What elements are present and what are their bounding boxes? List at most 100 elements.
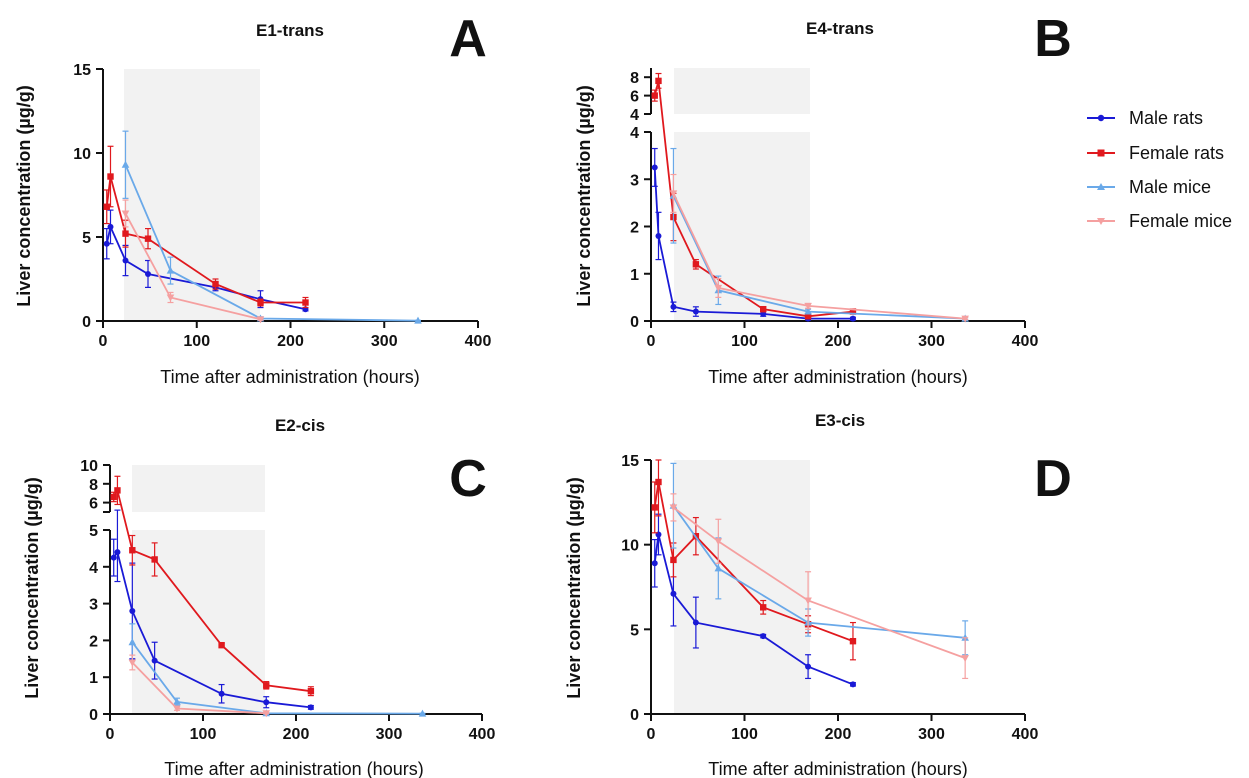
panel-c-female-rats-point-216: [307, 687, 315, 695]
panel-c-male-rats-point-8: [114, 549, 121, 556]
panel-b-y-tick-label-lower-1: 1: [630, 267, 639, 284]
panel-d-female-rats-point-8: [655, 478, 662, 486]
panel-d-x-tick-label-100: 100: [731, 726, 758, 743]
panel-c: E2-cis C Liver concentration (µg/g) Time…: [22, 416, 495, 778]
panel-a-x-tick-label-400: 400: [465, 333, 492, 350]
panel-d-x-tick-label-300: 300: [918, 726, 945, 743]
panel-c-female-mice-point-24: [128, 659, 137, 667]
panel-c-x-tick-label-200: 200: [283, 726, 310, 743]
panel-c-female-rats-series: [110, 475, 315, 697]
panel-a-x-tick-label-300: 300: [371, 333, 398, 350]
panel-d-title: E3-cis: [815, 411, 865, 430]
panel-c-female-rats-point-120: [218, 641, 225, 649]
panel-c-male-rats-point-168: [263, 699, 270, 706]
panel-c-male-mice-line: [131, 641, 423, 715]
panel-a-y-tick-label-5: 5: [82, 230, 91, 247]
panel-b-female-rats-point-4: [651, 92, 658, 99]
panel-b-female-mice-point-24: [669, 190, 678, 198]
panel-b-male-mice-line: [672, 195, 966, 320]
panel-b-male-rats-point-24: [670, 303, 677, 310]
panel-b-female-rats-point-216: [849, 308, 857, 315]
panel-b-x-tick-label-100: 100: [731, 333, 758, 350]
panel-a-female-rats-point-168: [257, 299, 264, 306]
panel-a-series: [103, 130, 422, 324]
panel-c-x-tick-label-400: 400: [469, 726, 496, 743]
panel-a-female-mice-point-24: [121, 210, 130, 218]
panel-b-y-tick-label-upper-4: 4: [630, 107, 639, 124]
panel-c-male-rats-point-48: [151, 657, 158, 664]
legend-label-male-mice: Male mice: [1129, 177, 1211, 197]
panel-d-male-rats-point-216: [849, 681, 856, 688]
panel-c-male-rats-point-120: [218, 690, 225, 697]
panel-a-y-axis: 0 5 10 15: [73, 62, 104, 331]
legend-label-female-mice: Female mice: [1129, 211, 1232, 231]
panel-c-y-tick-label-lower-3: 3: [89, 597, 98, 614]
panel-b-title: E4-trans: [806, 19, 874, 38]
legend-marker-female-mice: [1097, 218, 1105, 225]
panel-a-y-tick-label-0: 0: [82, 314, 91, 331]
panel-b-y-tick-label-upper-6: 6: [630, 89, 639, 106]
panel-c-y-tick-label-lower-2: 2: [89, 633, 98, 650]
panel-a-x-axis: 0 100 200 300 400: [99, 320, 492, 350]
panel-b-female-rats-point-48: [692, 261, 700, 268]
panel-d-x-tick-label-0: 0: [647, 726, 656, 743]
panel-d: E3-cis D Liver concentration (µg/g) Time…: [564, 411, 1072, 778]
panel-d-series: [651, 459, 969, 688]
panel-d-y-tick-label-0: 0: [630, 707, 639, 724]
panel-c-x-tick-label-0: 0: [106, 726, 115, 743]
panel-b-y-tick-label-lower-4: 4: [630, 125, 639, 142]
panel-b-x-tick-label-400: 400: [1012, 333, 1039, 350]
panel-d-y-axis-title: Liver concentration (µg/g): [564, 477, 584, 698]
panel-b-letter: B: [1034, 10, 1072, 68]
panel-b-female-mice-point-336: [961, 315, 969, 323]
legend: Male rats Female rats Male mice Female m…: [1087, 108, 1232, 231]
panel-a-female-rats-point-4: [103, 203, 110, 210]
panel-a-female-rats-point-120: [212, 280, 219, 288]
panel-b-x-axis: 0 100 200 300 400: [647, 320, 1039, 350]
panel-d-male-rats-point-168: [805, 663, 812, 670]
panel-c-male-mice-point-24: [128, 638, 137, 646]
panel-c-female-mice-point-72: [173, 705, 181, 713]
panel-d-female-mice-series: [669, 493, 969, 680]
panel-d-male-rats-point-48: [692, 619, 699, 626]
legend-item-male-rats: Male rats: [1087, 108, 1203, 128]
panel-c-male-mice-point-336: [418, 709, 427, 717]
panel-c-y-tick-label-upper-8: 8: [89, 477, 98, 494]
panel-c-female-rats-point-4: [110, 493, 117, 501]
panel-a-female-rats-series: [103, 145, 309, 309]
panel-a-letter: A: [449, 10, 487, 68]
panel-d-x-tick-label-200: 200: [825, 726, 852, 743]
panel-a-male-mice-point-336: [414, 316, 422, 324]
panel-c-treatment-shading-upper: [132, 465, 265, 512]
legend-item-female-mice: Female mice: [1087, 211, 1232, 231]
panel-d-treatment-shading: [674, 460, 810, 714]
panel-c-male-rats-point-4: [110, 554, 117, 561]
legend-label-female-rats: Female rats: [1129, 143, 1224, 163]
panel-a-male-rats-point-48: [145, 270, 151, 277]
panel-c-female-mice-point-168: [262, 710, 271, 718]
legend-marker-male-mice: [1097, 183, 1105, 190]
panel-a-x-axis-title: Time after administration (hours): [160, 367, 419, 387]
panel-d-x-tick-label-400: 400: [1012, 726, 1039, 743]
panel-a-female-rats-point-24: [122, 230, 129, 237]
panel-a-y-tick-label-10: 10: [73, 146, 91, 163]
panel-c-series: [110, 475, 427, 718]
panel-b-male-mice-point-168: [804, 307, 812, 315]
panel-a-title: E1-trans: [256, 21, 324, 40]
panel-d-female-mice-point-24: [669, 504, 678, 512]
panel-b-treatment-shading-lower: [674, 132, 810, 321]
panel-b-male-rats-point-120: [760, 310, 767, 317]
panel-c-y-axis: 0 1 2 3 4 5 6 8 10: [80, 458, 111, 724]
panel-c-female-rats-point-168: [263, 682, 270, 689]
panel-d-y-tick-label-15: 15: [621, 453, 639, 470]
panel-b-treatment-shading-upper: [674, 68, 810, 114]
panel-c-y-tick-label-lower-0: 0: [89, 707, 98, 724]
panel-b-y-tick-label-lower-3: 3: [630, 172, 639, 189]
panel-b-female-rats-point-168: [804, 313, 812, 320]
panel-a-y-tick-label-15: 15: [73, 62, 91, 79]
panel-d-y-tick-label-10: 10: [621, 538, 639, 555]
panel-b-x-tick-label-0: 0: [647, 333, 656, 350]
panel-b-x-tick-label-300: 300: [918, 333, 945, 350]
panel-d-female-rats-point-216: [849, 637, 857, 645]
panel-c-y-tick-label-lower-4: 4: [89, 560, 98, 577]
